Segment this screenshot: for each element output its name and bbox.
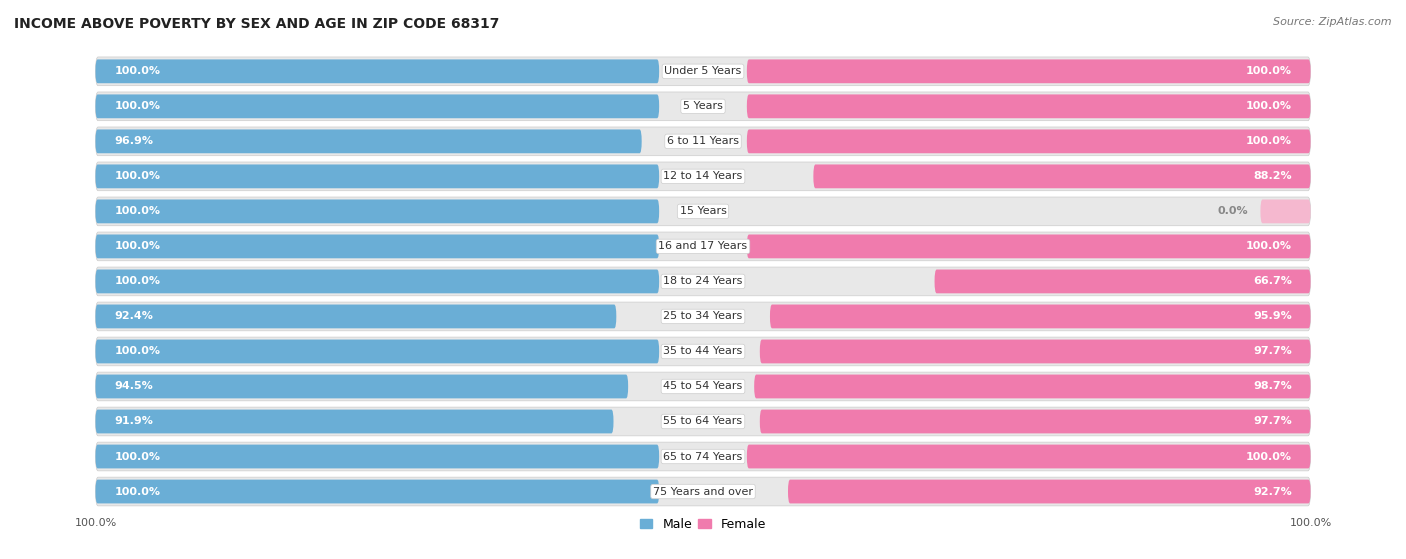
FancyBboxPatch shape [935, 269, 1310, 293]
FancyBboxPatch shape [96, 59, 659, 83]
FancyBboxPatch shape [754, 375, 1310, 399]
Text: 100.0%: 100.0% [114, 101, 160, 111]
FancyBboxPatch shape [96, 477, 1310, 506]
FancyBboxPatch shape [96, 444, 659, 468]
Text: 92.4%: 92.4% [114, 311, 153, 321]
Text: 94.5%: 94.5% [114, 381, 153, 391]
FancyBboxPatch shape [96, 267, 1310, 296]
FancyBboxPatch shape [813, 164, 1310, 188]
FancyBboxPatch shape [759, 410, 1310, 433]
Text: 55 to 64 Years: 55 to 64 Years [664, 416, 742, 427]
FancyBboxPatch shape [96, 94, 659, 119]
FancyBboxPatch shape [96, 375, 628, 399]
Text: 92.7%: 92.7% [1253, 486, 1292, 496]
Text: 97.7%: 97.7% [1253, 416, 1292, 427]
Text: 100.0%: 100.0% [114, 276, 160, 286]
FancyBboxPatch shape [96, 339, 659, 363]
FancyBboxPatch shape [759, 339, 1310, 363]
Text: 95.9%: 95.9% [1253, 311, 1292, 321]
Text: 100.0%: 100.0% [114, 172, 160, 181]
Text: 100.0%: 100.0% [1246, 67, 1292, 77]
Text: 5 Years: 5 Years [683, 101, 723, 111]
FancyBboxPatch shape [787, 480, 1310, 504]
Text: 100.0%: 100.0% [1246, 136, 1292, 146]
FancyBboxPatch shape [96, 164, 659, 188]
Text: Under 5 Years: Under 5 Years [665, 67, 741, 77]
FancyBboxPatch shape [747, 444, 1310, 468]
Text: INCOME ABOVE POVERTY BY SEX AND AGE IN ZIP CODE 68317: INCOME ABOVE POVERTY BY SEX AND AGE IN Z… [14, 17, 499, 31]
Text: 100.0%: 100.0% [114, 347, 160, 357]
FancyBboxPatch shape [96, 130, 641, 153]
Text: 12 to 14 Years: 12 to 14 Years [664, 172, 742, 181]
Text: 0.0%: 0.0% [1218, 206, 1249, 216]
Text: 96.9%: 96.9% [114, 136, 153, 146]
Text: 97.7%: 97.7% [1253, 347, 1292, 357]
Text: 66.7%: 66.7% [1253, 276, 1292, 286]
FancyBboxPatch shape [96, 305, 616, 328]
FancyBboxPatch shape [1260, 200, 1310, 223]
Text: 100.0%: 100.0% [1246, 452, 1292, 462]
FancyBboxPatch shape [96, 57, 1310, 86]
Text: 100.0%: 100.0% [114, 486, 160, 496]
FancyBboxPatch shape [96, 407, 1310, 436]
FancyBboxPatch shape [747, 234, 1310, 258]
Text: 65 to 74 Years: 65 to 74 Years [664, 452, 742, 462]
FancyBboxPatch shape [96, 337, 1310, 366]
FancyBboxPatch shape [770, 305, 1310, 328]
FancyBboxPatch shape [96, 442, 1310, 471]
FancyBboxPatch shape [96, 302, 1310, 331]
FancyBboxPatch shape [96, 372, 1310, 401]
Text: 100.0%: 100.0% [1246, 101, 1292, 111]
Text: Source: ZipAtlas.com: Source: ZipAtlas.com [1274, 17, 1392, 27]
FancyBboxPatch shape [747, 59, 1310, 83]
FancyBboxPatch shape [747, 130, 1310, 153]
Text: 91.9%: 91.9% [114, 416, 153, 427]
Text: 45 to 54 Years: 45 to 54 Years [664, 381, 742, 391]
FancyBboxPatch shape [96, 127, 1310, 156]
Text: 88.2%: 88.2% [1253, 172, 1292, 181]
Text: 15 Years: 15 Years [679, 206, 727, 216]
FancyBboxPatch shape [96, 232, 1310, 260]
FancyBboxPatch shape [96, 197, 1310, 226]
Text: 100.0%: 100.0% [1246, 241, 1292, 252]
Text: 100.0%: 100.0% [114, 67, 160, 77]
FancyBboxPatch shape [96, 234, 659, 258]
Text: 25 to 34 Years: 25 to 34 Years [664, 311, 742, 321]
Text: 35 to 44 Years: 35 to 44 Years [664, 347, 742, 357]
FancyBboxPatch shape [96, 162, 1310, 191]
Legend: Male, Female: Male, Female [636, 513, 770, 536]
Text: 98.7%: 98.7% [1253, 381, 1292, 391]
Text: 16 and 17 Years: 16 and 17 Years [658, 241, 748, 252]
FancyBboxPatch shape [96, 200, 659, 223]
FancyBboxPatch shape [747, 94, 1310, 119]
FancyBboxPatch shape [96, 480, 659, 504]
Text: 75 Years and over: 75 Years and over [652, 486, 754, 496]
Text: 6 to 11 Years: 6 to 11 Years [666, 136, 740, 146]
FancyBboxPatch shape [96, 92, 1310, 121]
FancyBboxPatch shape [96, 269, 659, 293]
Text: 18 to 24 Years: 18 to 24 Years [664, 276, 742, 286]
Text: 100.0%: 100.0% [114, 241, 160, 252]
Text: 100.0%: 100.0% [114, 206, 160, 216]
Text: 100.0%: 100.0% [114, 452, 160, 462]
FancyBboxPatch shape [96, 410, 613, 433]
